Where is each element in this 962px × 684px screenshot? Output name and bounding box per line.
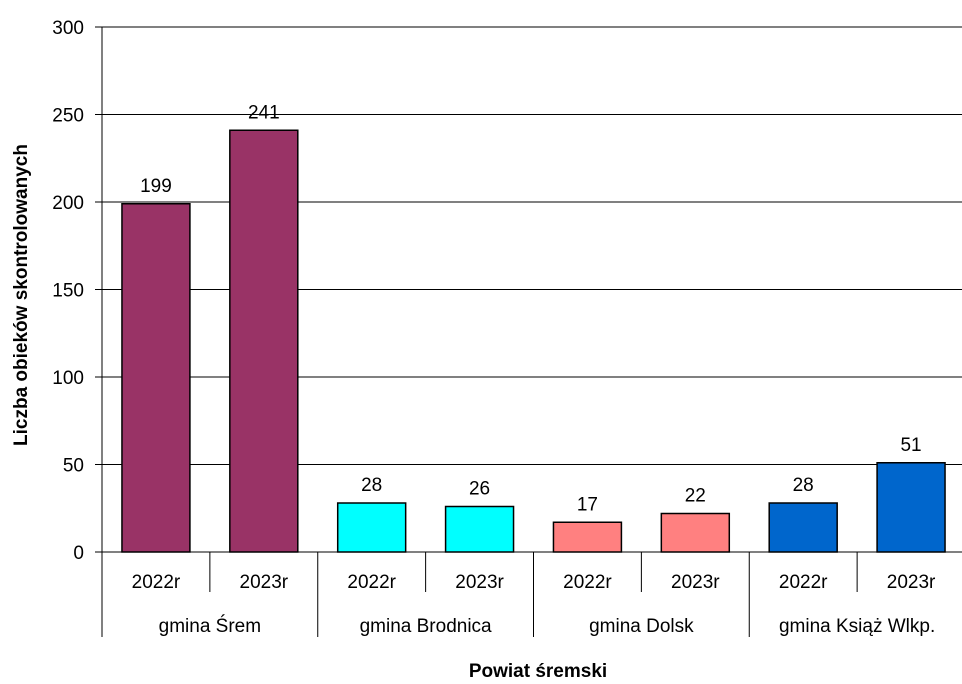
data-label: 26 xyxy=(469,479,490,500)
bar xyxy=(444,505,515,553)
x-category-label: 2023r xyxy=(240,572,289,593)
bar xyxy=(229,129,299,553)
y-axis: 0 50 100 150 200 250 300 xyxy=(52,18,103,564)
x-category-label: 2023r xyxy=(455,572,504,593)
x-category-label: 2022r xyxy=(132,572,181,593)
x-category-label: 2022r xyxy=(779,572,828,593)
bar xyxy=(876,462,946,553)
y-axis-title: Liczba obieków skontrolowanych xyxy=(11,144,32,446)
data-label: 199 xyxy=(140,176,172,197)
data-label: 22 xyxy=(685,486,706,507)
x-axis-title: Powiat śremski xyxy=(469,661,607,682)
y-tick-label: 200 xyxy=(52,193,84,214)
x-category-label: 2022r xyxy=(347,572,396,593)
data-label: 241 xyxy=(248,102,280,123)
bar xyxy=(768,502,838,553)
bar xyxy=(552,521,623,553)
bar xyxy=(336,502,407,553)
data-label: 28 xyxy=(793,475,814,496)
data-label: 51 xyxy=(900,435,921,456)
x-category-label: 2023r xyxy=(671,572,720,593)
y-tick-label: 50 xyxy=(63,456,84,477)
x-axis: 2022r 2023r gmina Śrem 2022r 2023r gmina Brod… xyxy=(101,551,962,637)
y-tick-label: 250 xyxy=(52,106,84,127)
data-label: 17 xyxy=(577,494,598,515)
x-group-label: gmina Śrem xyxy=(159,615,261,637)
x-category-label: 2023r xyxy=(887,572,936,593)
y-tick-label: 150 xyxy=(52,281,84,302)
bars: 199 241 28 26 17 22 28 51 xyxy=(121,102,946,553)
bar xyxy=(660,512,731,553)
x-group-label: gmina Dolsk xyxy=(589,616,694,637)
y-tick-label: 100 xyxy=(52,368,84,389)
bar xyxy=(121,203,191,553)
data-label: 28 xyxy=(361,475,382,496)
y-tick-label: 300 xyxy=(52,18,84,39)
x-category-label: 2022r xyxy=(563,572,612,593)
x-group-label: gmina Książ Wlkp. xyxy=(779,616,935,637)
y-tick-label: 0 xyxy=(73,543,84,564)
x-group-label: gmina Brodnica xyxy=(360,616,492,637)
